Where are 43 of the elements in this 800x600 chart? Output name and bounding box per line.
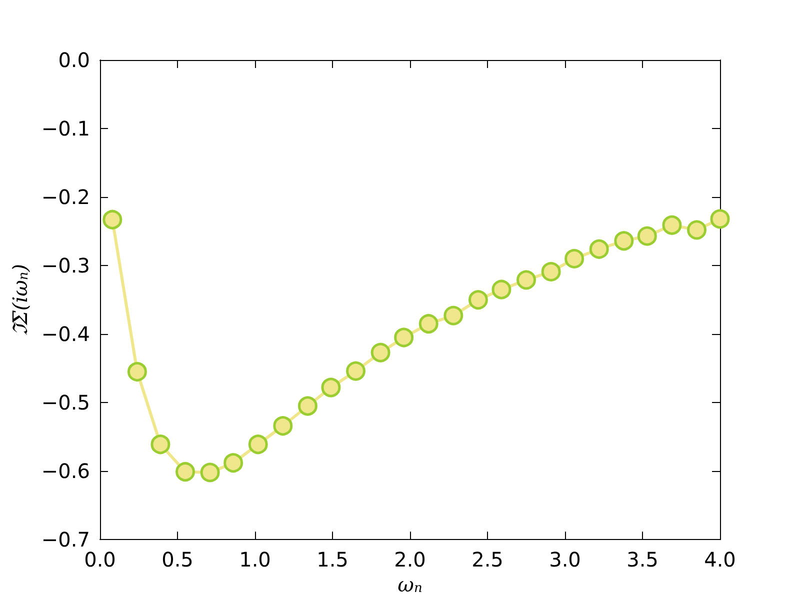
- point: [224, 453, 244, 473]
- x-tick-label: 1.0: [239, 548, 271, 572]
- point: [589, 239, 609, 259]
- y-tick-label: −0.6: [41, 459, 90, 484]
- x-tick-label: 3.5: [626, 548, 658, 572]
- point: [710, 209, 730, 229]
- point: [370, 342, 390, 362]
- point: [468, 290, 488, 310]
- y-axis-title: ℑΣ(iωn): [8, 264, 32, 336]
- x-tick-label: 3.0: [549, 548, 581, 572]
- point: [614, 231, 634, 251]
- point: [346, 361, 366, 381]
- point: [444, 306, 464, 326]
- point: [176, 462, 195, 482]
- point: [298, 396, 318, 416]
- point: [541, 262, 561, 282]
- point: [418, 314, 438, 334]
- y-tick-label: −0.4: [41, 322, 90, 346]
- x-tick-label: 4.0: [704, 548, 736, 572]
- x-tick-label: 2.0: [394, 548, 426, 572]
- y-tick-label: −0.3: [41, 254, 90, 278]
- point: [321, 378, 341, 398]
- point: [102, 210, 122, 230]
- point: [127, 362, 147, 382]
- point: [394, 328, 414, 348]
- point: [150, 434, 170, 454]
- point: [248, 434, 268, 454]
- point: [662, 215, 682, 235]
- y-tick-label: 0.0: [58, 48, 90, 72]
- point: [687, 220, 706, 240]
- x-axis-title: ωn: [398, 572, 422, 596]
- y-tick-label: −0.1: [41, 116, 90, 141]
- x-tick-label: 1.5: [316, 548, 348, 572]
- x-tick-label: 0.5: [162, 548, 194, 572]
- y-tick-label: −0.5: [41, 390, 90, 415]
- point: [516, 270, 536, 290]
- y-tick-label: −0.2: [41, 185, 90, 210]
- point: [492, 280, 512, 300]
- point: [564, 248, 584, 268]
- point: [637, 226, 657, 246]
- point: [273, 416, 293, 436]
- x-tick-label: 2.5: [472, 548, 504, 572]
- point: [200, 462, 220, 482]
